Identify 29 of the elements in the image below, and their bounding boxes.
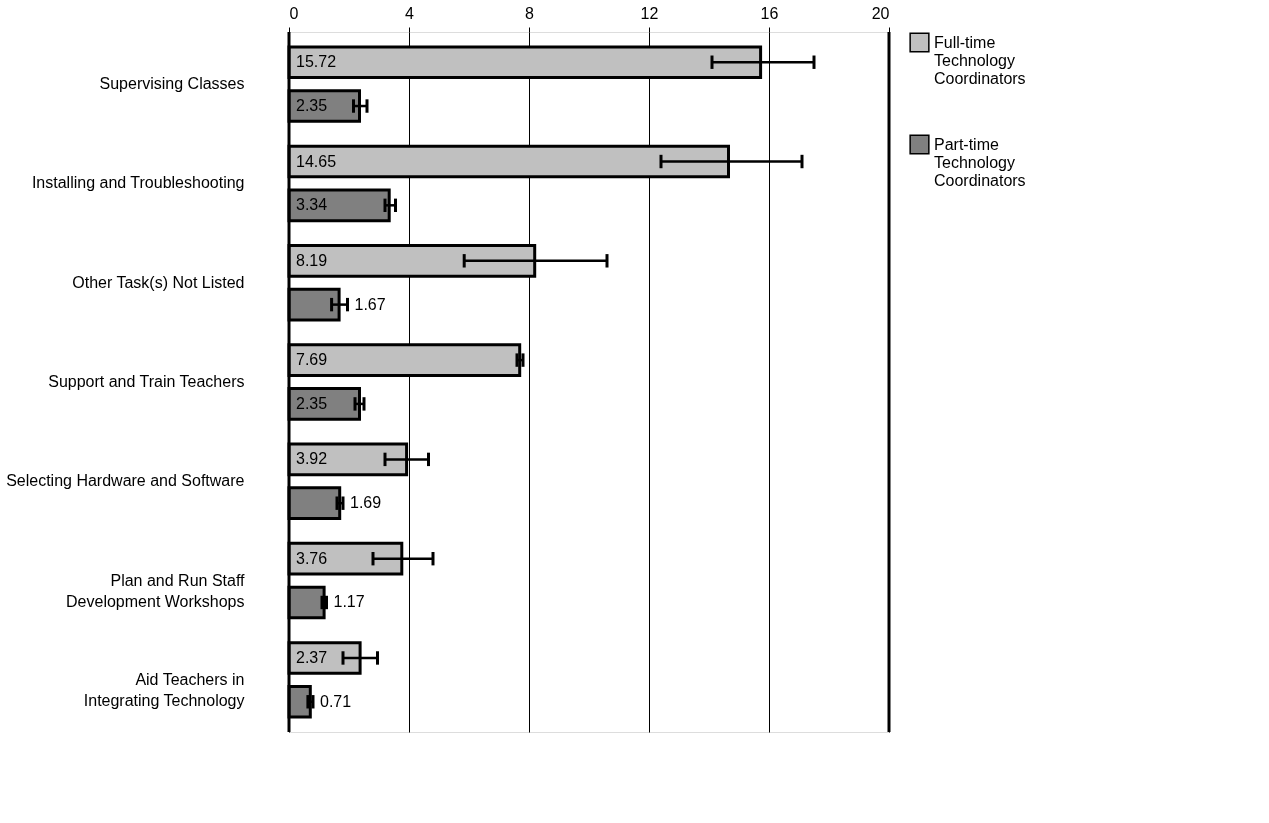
- data-label: 3.92: [296, 450, 328, 468]
- y-tick-label: Supervising Classes: [99, 75, 245, 93]
- legend-label: Part-time Technology Coordinators: [934, 135, 1026, 189]
- data-label: 2.35: [296, 97, 328, 115]
- x-tick-label: 8: [525, 4, 535, 22]
- y-tick-label: Installing and Troubleshooting: [31, 174, 245, 192]
- y-tick-label: Other Task(s) Not Listed: [72, 273, 245, 291]
- legend-label: Full-time Technology Coordinators: [934, 33, 1026, 87]
- data-label: 8.19: [296, 251, 328, 269]
- x-tick-label: 20: [871, 4, 890, 22]
- data-label: 2.37: [296, 648, 328, 666]
- x-tick-label: 12: [640, 4, 659, 22]
- data-label: 1.17: [333, 593, 365, 611]
- y-tick-label: Selecting Hardware and Software: [6, 472, 245, 490]
- data-label: 2.35: [296, 394, 328, 412]
- x-tick-label: 4: [405, 4, 415, 22]
- data-label: 3.34: [296, 196, 328, 214]
- data-label: 3.76: [296, 549, 328, 567]
- data-label: 14.65: [296, 152, 337, 170]
- data-label: 1.69: [350, 494, 382, 512]
- data-label: 15.72: [296, 53, 337, 71]
- data-label: 0.71: [320, 692, 352, 710]
- x-tick-label: 0: [289, 4, 299, 22]
- data-label: 1.67: [354, 295, 386, 313]
- y-tick-label: Aid Teachers in Integrating Technology: [83, 670, 245, 709]
- data-label: 7.69: [296, 351, 328, 369]
- x-tick-label: 16: [760, 4, 779, 22]
- y-tick-label: Support and Train Teachers: [48, 373, 245, 390]
- y-tick-label: Plan and Run Staff Development Workshops: [66, 571, 246, 610]
